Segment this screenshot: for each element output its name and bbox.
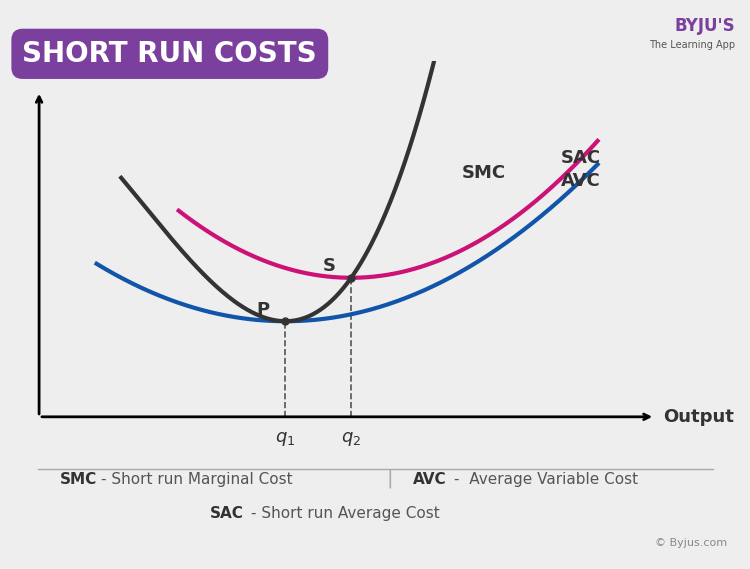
Text: $q_2$: $q_2$ [341,430,362,448]
Text: S: S [322,257,335,275]
Text: |: | [387,469,393,488]
Text: SMC: SMC [60,472,98,486]
Text: AVC: AVC [560,172,600,190]
Text: - Short run Average Cost: - Short run Average Cost [251,506,440,521]
Text: -  Average Variable Cost: - Average Variable Cost [454,472,638,486]
Text: - Short run Marginal Cost: - Short run Marginal Cost [101,472,292,486]
Text: BYJU'S: BYJU'S [674,17,735,35]
Text: SMC: SMC [462,164,506,182]
Text: Output: Output [663,408,734,426]
Text: The Learning App: The Learning App [649,40,735,50]
Text: © Byjus.com: © Byjus.com [656,538,728,549]
Text: $q_1$: $q_1$ [275,430,296,448]
Text: SAC: SAC [210,506,244,521]
Text: P: P [256,300,270,319]
Text: Cost: Cost [16,60,62,78]
Text: SHORT RUN COSTS: SHORT RUN COSTS [22,40,317,68]
Text: SAC: SAC [560,149,601,167]
Text: AVC: AVC [413,472,446,486]
